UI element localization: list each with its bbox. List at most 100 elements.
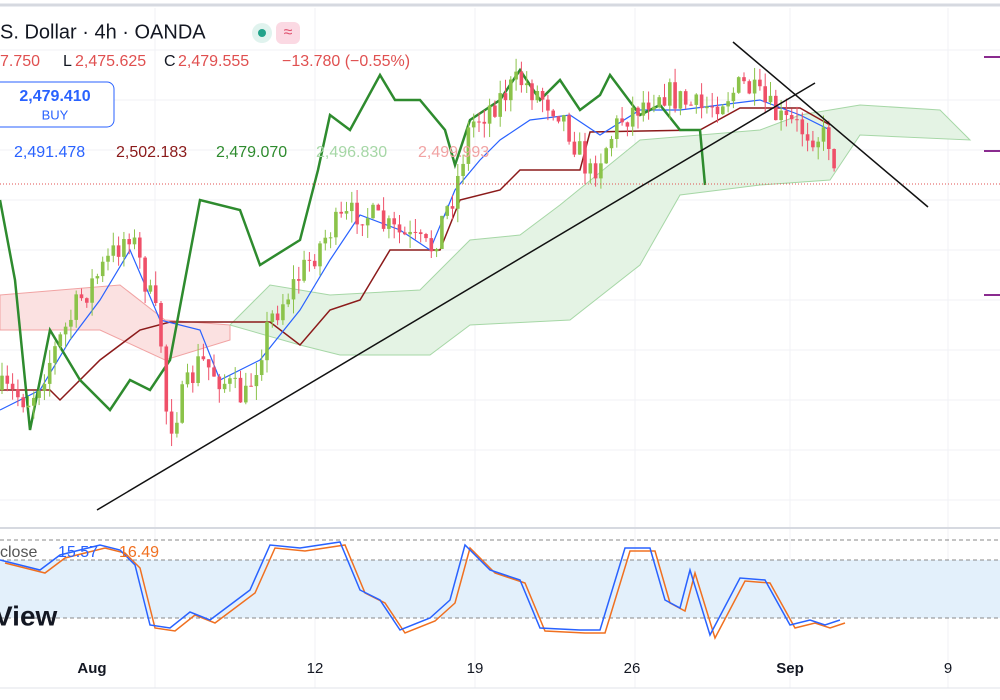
stoch-label: close: [0, 544, 37, 561]
candle-body: [440, 215, 444, 249]
alert-icon[interactable]: [276, 22, 300, 44]
candle-body: [286, 299, 290, 305]
candle-body: [312, 260, 317, 267]
candle-body: [821, 127, 826, 142]
candle-body: [180, 384, 184, 423]
lagging-value: 2,479.070: [216, 144, 287, 161]
candle-body: [477, 121, 481, 123]
candle-body: [381, 210, 386, 229]
candle-body: [795, 119, 799, 121]
low-value: 2,475.625: [75, 53, 146, 70]
candle-body: [493, 105, 497, 117]
candle-body: [456, 175, 460, 209]
candle-body: [254, 375, 259, 387]
candle-body: [678, 91, 683, 109]
candle-body: [63, 326, 68, 335]
candle-body: [169, 411, 174, 434]
close-label: C: [164, 53, 176, 70]
candle-body: [546, 99, 550, 111]
x-tick-label: 19: [467, 660, 484, 677]
candle-body: [641, 102, 646, 116]
candle-body: [323, 237, 328, 244]
candle-body: [10, 383, 15, 390]
candle-body: [69, 319, 73, 327]
candle-body: [805, 134, 810, 141]
candle-body: [445, 206, 449, 216]
candle-body: [482, 121, 487, 124]
trendline-down[interactable]: [732, 41, 929, 208]
candle-body: [95, 276, 100, 279]
x-axis: Aug 12 19 26 Sep 9: [77, 660, 952, 677]
x-tick-label: Aug: [77, 660, 106, 677]
open-value: 7.750: [0, 53, 40, 70]
change-value: −13.780 (−0.55%): [282, 53, 410, 70]
stoch-k: 15.57: [58, 544, 98, 561]
candle-body: [572, 141, 577, 155]
candle-body: [657, 97, 661, 107]
candle-body: [715, 106, 720, 115]
candle-body: [116, 245, 121, 257]
alert-symbol: ≈: [284, 24, 293, 41]
candle-body: [562, 115, 566, 122]
candle-body: [244, 385, 248, 403]
candle-body: [519, 71, 524, 86]
candle-body: [111, 245, 116, 256]
candle-body: [212, 367, 216, 377]
candle-body: [774, 95, 778, 121]
candle-body: [259, 360, 264, 376]
stoch-k-line: [0, 541, 841, 637]
candle-body: [424, 234, 428, 239]
candle-body: [37, 391, 41, 398]
candle-body: [344, 211, 349, 214]
candle-body: [827, 127, 831, 149]
buy-button[interactable]: [0, 81, 115, 128]
stoch-levels: [0, 539, 1000, 619]
status-dot: [258, 29, 266, 37]
candle-body: [832, 148, 836, 169]
trendline-up[interactable]: [96, 82, 816, 511]
candle-body: [683, 91, 688, 105]
candle-body: [779, 110, 783, 121]
candle-body: [228, 378, 232, 384]
candle-body: [5, 375, 10, 384]
candle-body: [196, 356, 200, 383]
candle-body: [153, 285, 158, 304]
indicator-lines: [0, 67, 831, 431]
candle-body: [535, 90, 540, 101]
candle-body: [789, 115, 794, 120]
candle-body: [434, 248, 439, 252]
candle-body: [339, 211, 343, 214]
candle-body: [588, 163, 593, 174]
candle-body: [524, 83, 529, 86]
candle-body: [620, 118, 624, 123]
candle-body: [191, 372, 195, 383]
candle-body: [360, 224, 365, 226]
stoch-row: close 15.57 16.49: [0, 544, 159, 561]
candle-body: [387, 218, 391, 229]
candle-body: [625, 122, 630, 127]
candle-body: [630, 107, 635, 127]
candle-body: [694, 94, 699, 105]
cloud-bullish: [229, 104, 972, 356]
candle-body: [408, 231, 412, 235]
stoch-d: 16.49: [119, 544, 159, 561]
x-tick-label: 26: [624, 660, 641, 677]
candle-body: [307, 259, 312, 261]
candle-body: [164, 346, 169, 412]
candle-body: [699, 94, 704, 109]
candle-body: [159, 303, 163, 347]
candle-body: [509, 79, 513, 101]
candle-body: [350, 202, 354, 212]
candle-body: [599, 163, 603, 179]
candle-body: [148, 285, 153, 292]
candle-body: [53, 346, 57, 363]
candle-body: [132, 237, 137, 245]
candle-body: [551, 110, 555, 117]
candle-body: [90, 278, 94, 303]
candle-body: [122, 239, 126, 257]
candle-body: [233, 377, 237, 379]
candle-body: [74, 294, 78, 320]
buy-price: 2,479.410: [19, 88, 90, 105]
symbol-title: S. Dollar · 4h · OANDA: [0, 21, 206, 43]
candle-body: [127, 239, 131, 245]
